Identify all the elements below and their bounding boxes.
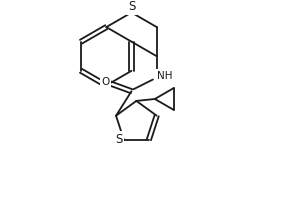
Text: S: S — [128, 0, 135, 13]
Text: S: S — [115, 133, 123, 146]
Text: NH: NH — [157, 71, 172, 81]
Text: O: O — [101, 77, 110, 87]
